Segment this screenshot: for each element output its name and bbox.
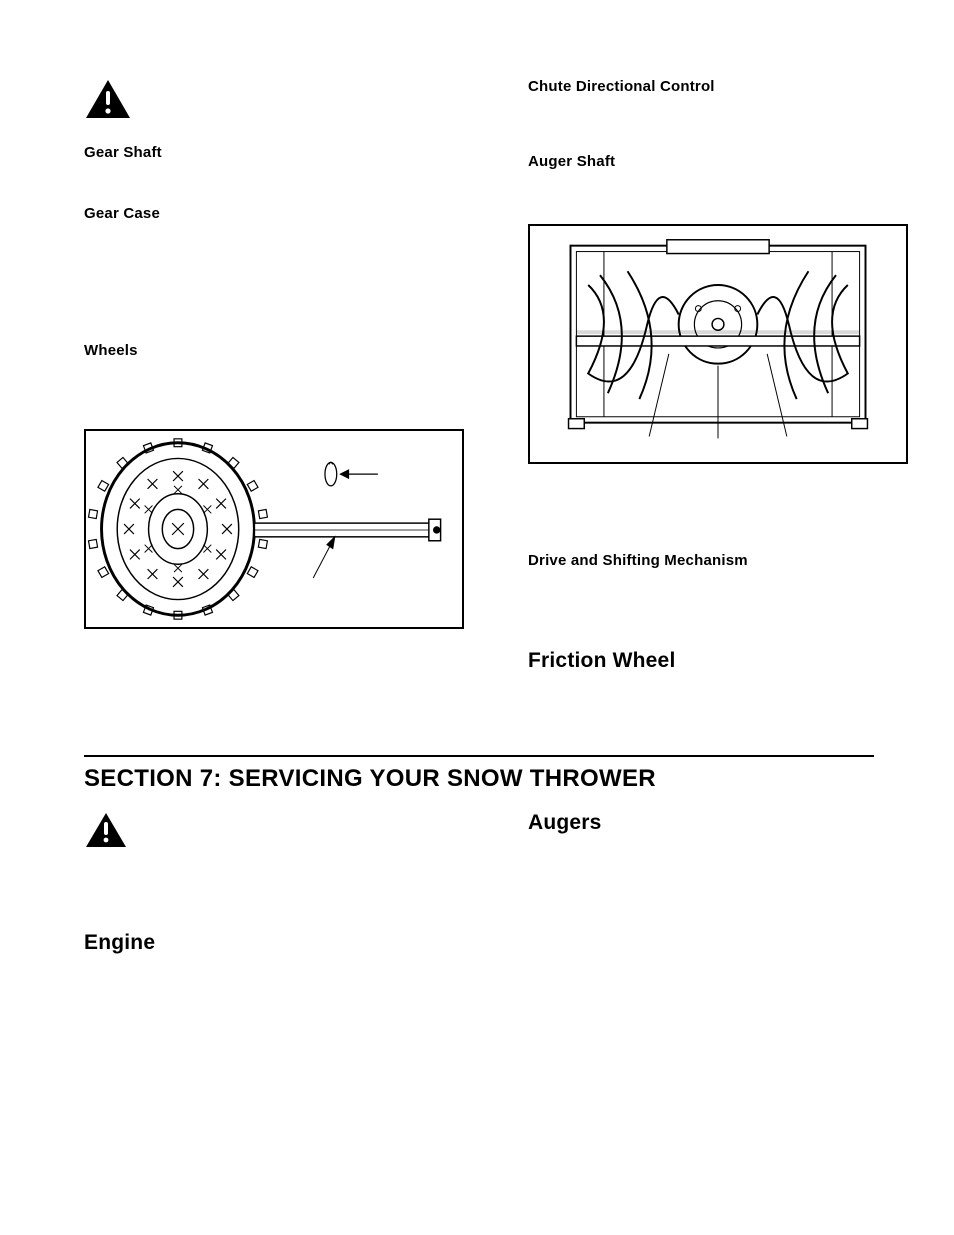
wheels-heading: Wheels [84, 342, 474, 359]
warning-icon [84, 811, 128, 849]
auger-shaft-heading: Auger Shaft [528, 153, 908, 170]
left-column: Gear Shaft Gear Case Wheels [84, 78, 474, 717]
engine-heading: Engine [84, 931, 474, 955]
gear-case-block: Gear Case [84, 205, 474, 222]
augers-heading: Augers [528, 811, 874, 835]
section7-left-column: Engine [84, 811, 474, 965]
friction-wheel-heading: Friction Wheel [528, 649, 908, 673]
drive-block: Drive and Shifting Mechanism [528, 552, 908, 569]
section7-right-column: Augers [528, 811, 874, 965]
gear-case-heading: Gear Case [84, 205, 474, 222]
wheels-block: Wheels [84, 342, 474, 629]
chute-heading: Chute Directional Control [528, 78, 908, 95]
wheels-figure [84, 429, 464, 629]
right-column: Chute Directional Control Auger Shaft [528, 78, 908, 717]
auger-shaft-block: Auger Shaft [528, 153, 908, 464]
section-divider [84, 755, 874, 757]
auger-figure [528, 224, 908, 464]
chute-block: Chute Directional Control [528, 78, 908, 95]
drive-heading: Drive and Shifting Mechanism [528, 552, 908, 569]
gear-shaft-heading: Gear Shaft [84, 144, 474, 161]
gear-shaft-block: Gear Shaft [84, 144, 474, 161]
section-7-title: SECTION 7: SERVICING YOUR SNOW THROWER [84, 765, 874, 793]
friction-wheel-block: Friction Wheel [528, 649, 908, 673]
warning-icon [84, 78, 132, 120]
